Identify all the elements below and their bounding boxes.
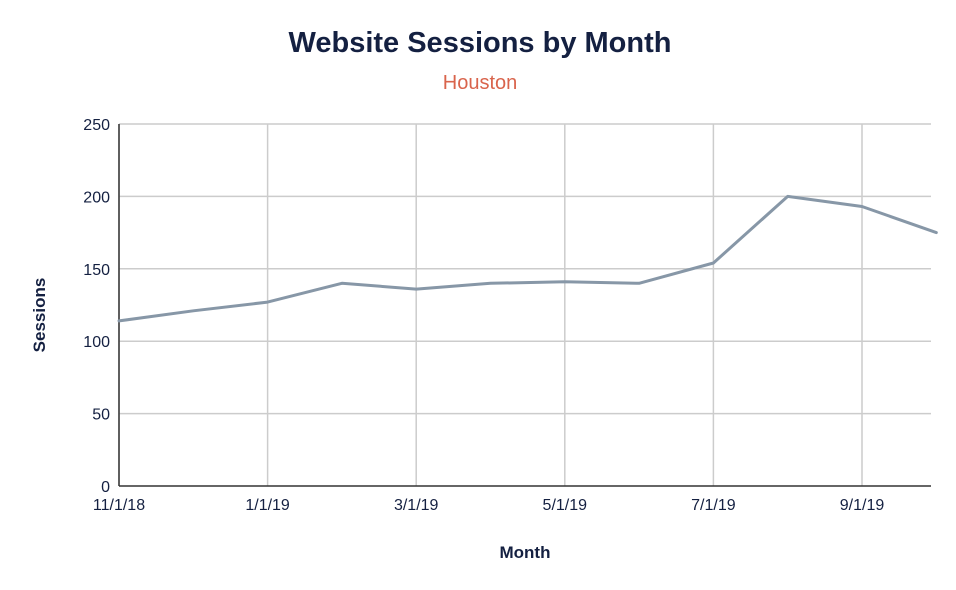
tick-label-layer: 0 50 100 150 200 250 11/1/18 1/1/19 3/1/19 5/1/19…	[83, 117, 884, 514]
y-axis-title: Sessions	[30, 278, 49, 353]
x-tick-label: 3/1/19	[394, 497, 439, 514]
x-tick-label: 11/1/18	[93, 497, 145, 514]
series-line	[117, 194, 938, 323]
chart-title: Website Sessions by Month	[289, 27, 672, 59]
x-tick-label: 1/1/19	[245, 497, 290, 514]
x-tick-label: 7/1/19	[691, 497, 736, 514]
y-tick-label: 150	[83, 262, 110, 279]
x-tick-label: 9/1/19	[840, 497, 885, 514]
x-tick-label: 5/1/19	[543, 497, 588, 514]
y-tick-label: 50	[92, 407, 110, 424]
y-tick-label: 100	[83, 334, 110, 351]
y-tick-label: 200	[83, 189, 110, 206]
y-tick-label: 0	[101, 479, 110, 496]
axis-layer	[118, 124, 931, 487]
x-axis-title: Month	[500, 543, 551, 562]
chart-subtitle: Houston	[443, 72, 518, 94]
y-tick-label: 250	[83, 117, 110, 134]
series-layer	[117, 194, 938, 323]
